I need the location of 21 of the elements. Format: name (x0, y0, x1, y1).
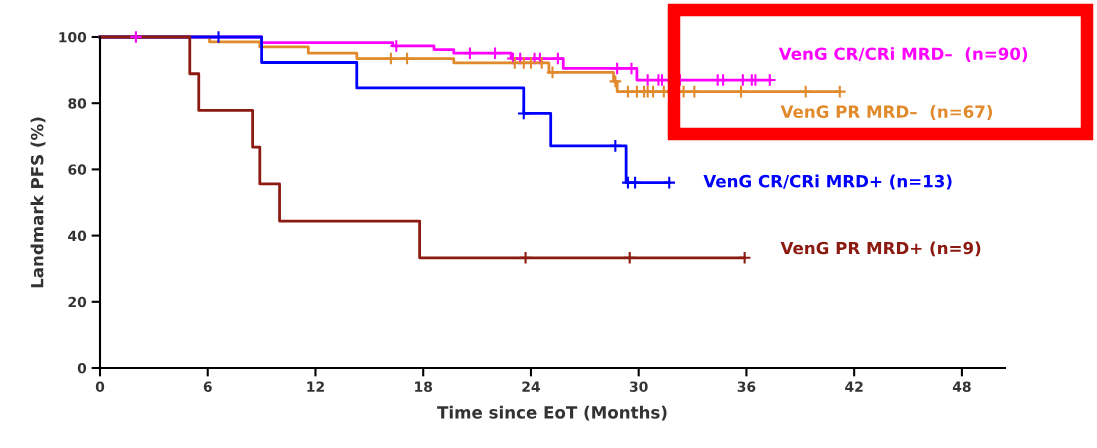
x-tick-label: 24 (522, 381, 540, 392)
x-tick-label: 0 (95, 381, 105, 392)
x-tick-label: 18 (415, 381, 433, 392)
x-tick-label: 48 (952, 381, 971, 392)
x-tick-label: 12 (307, 381, 324, 392)
y-tick-label: 40 (68, 230, 87, 242)
series-label: VenG PR MRD– (n=67) (780, 105, 993, 120)
x-axis-title: Time since EoT (Months) (437, 405, 667, 421)
y-axis-title: Landmark PFS (%) (30, 117, 46, 288)
y-tick-label: 60 (68, 164, 87, 175)
y-tick-label: 80 (68, 98, 87, 109)
series-label: VenG CR/CRi MRD– (n=90) (778, 47, 1028, 62)
x-tick-label: 36 (737, 381, 756, 392)
text: VenG PR MRD+ (n=9) (780, 241, 981, 257)
text: VenG CR/CRi MRD+ (n=13) (703, 174, 952, 190)
y-tick-label: 100 (59, 31, 87, 43)
y-tick-label: 20 (68, 296, 87, 308)
y-tick-label: 0 (77, 362, 87, 374)
x-tick-label: 42 (845, 381, 863, 392)
x-tick-label: 6 (203, 381, 212, 392)
x-tick-label: 30 (629, 381, 648, 392)
